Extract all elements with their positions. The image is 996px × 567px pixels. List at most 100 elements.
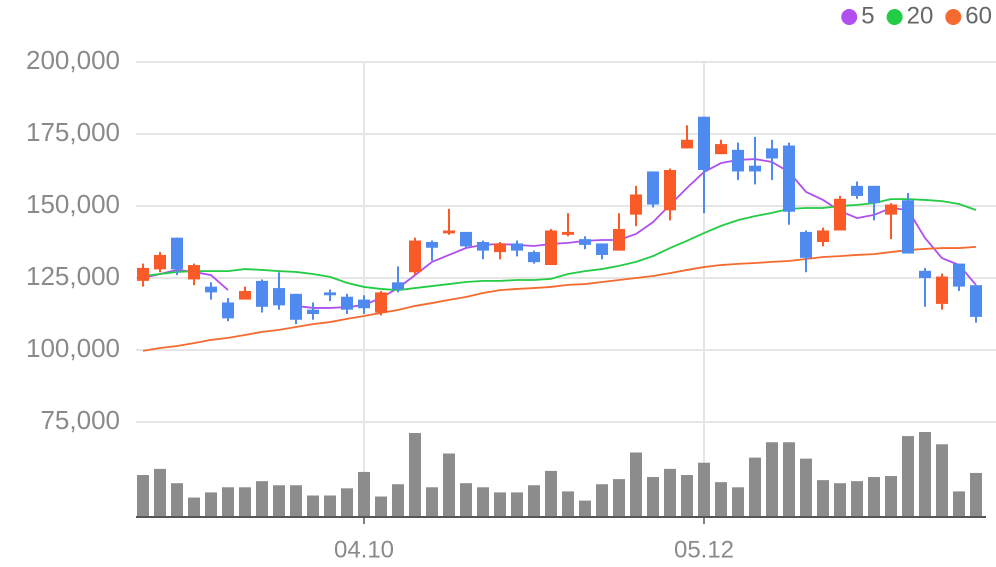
candle-body <box>902 200 914 254</box>
candle-body <box>579 239 591 245</box>
legend-label: 20 <box>907 2 934 29</box>
volume-bar <box>222 487 234 517</box>
y-tick-label: 125,000 <box>26 261 120 291</box>
candle-body <box>375 292 387 313</box>
candle-body <box>494 243 506 253</box>
volume-bar <box>205 492 217 517</box>
volume-bar <box>715 482 727 517</box>
volume-bar <box>681 475 693 517</box>
volume-bar <box>902 436 914 517</box>
candle-body <box>222 302 234 319</box>
candle-body <box>953 263 965 287</box>
volume-bar <box>477 487 489 517</box>
volume-bar <box>460 483 472 517</box>
ma-line <box>142 198 977 291</box>
candle-body <box>868 185 880 204</box>
candle-body <box>324 292 336 296</box>
volume-bar <box>885 476 897 517</box>
volume-bar <box>766 442 778 517</box>
volume-bar <box>545 470 557 517</box>
volume-bar <box>817 480 829 517</box>
candle-body <box>358 299 370 309</box>
volume-bar <box>596 484 608 517</box>
candle-body <box>664 170 676 211</box>
volume-bar <box>868 477 880 517</box>
volume-bar <box>188 497 200 517</box>
volume-bar <box>919 432 931 517</box>
volume-bar <box>936 444 948 517</box>
legend-marker <box>945 9 962 25</box>
volume-bar <box>239 487 251 517</box>
volume-bar <box>698 462 710 517</box>
volume-bar <box>392 484 404 517</box>
volume-bar <box>630 452 642 517</box>
volume-bar <box>426 487 438 517</box>
volume-bar <box>443 453 455 517</box>
volume-bar <box>290 485 302 517</box>
x-tick-label: 05.12 <box>674 536 734 563</box>
volume-bar <box>324 495 336 517</box>
candle-body <box>528 252 540 263</box>
candle-body <box>188 265 200 280</box>
legend-marker <box>886 9 903 25</box>
legend-label: 60 <box>965 2 992 29</box>
volume-bar <box>800 458 812 517</box>
candle-body <box>596 243 608 255</box>
volume-bar <box>851 481 863 517</box>
candle-body <box>834 198 846 231</box>
y-tick-label: 150,000 <box>26 189 120 219</box>
volume-bar <box>171 483 183 517</box>
candle-body <box>137 267 149 281</box>
candle-body <box>817 230 829 242</box>
candle-body <box>171 237 183 270</box>
candle-body <box>630 194 642 215</box>
volume-bar <box>834 483 846 517</box>
volume-bar <box>970 472 982 517</box>
volume-bar <box>154 468 166 517</box>
volume-bar <box>749 457 761 517</box>
candle-body <box>562 231 574 235</box>
candle-body <box>766 148 778 159</box>
volume-bar <box>494 492 506 517</box>
volume-bar <box>341 488 353 517</box>
volume-bar <box>647 477 659 517</box>
volume-bar <box>613 479 625 517</box>
volume-bar <box>137 475 149 517</box>
candle-body <box>783 145 795 212</box>
candle-body <box>154 254 166 270</box>
volume-bar <box>307 495 319 517</box>
volume-bar <box>664 468 676 517</box>
candle-body <box>409 240 421 273</box>
candle-body <box>715 144 727 155</box>
x-tick-label: 04.10 <box>334 536 394 563</box>
y-tick-label: 100,000 <box>26 333 120 363</box>
y-tick-label: 200,000 <box>26 45 120 75</box>
candle-body <box>511 243 523 251</box>
candle-body <box>426 242 438 248</box>
volume-bar <box>783 442 795 517</box>
candle-body <box>698 116 710 170</box>
candle-body <box>273 288 285 306</box>
volume-bar <box>953 491 965 517</box>
volume-bar <box>409 433 421 517</box>
candle-body <box>919 270 931 278</box>
candle-body <box>392 282 404 290</box>
candle-body <box>732 149 744 172</box>
candle-body <box>970 285 982 317</box>
volume-bar <box>579 500 591 517</box>
candle-body <box>239 290 251 300</box>
ma-line <box>142 245 977 352</box>
candle-body <box>290 293 302 320</box>
volume-bar <box>528 485 540 517</box>
volume-bar <box>358 471 370 517</box>
candle-body <box>460 231 472 247</box>
candle-body <box>800 231 812 258</box>
legend-label: 5 <box>861 2 874 29</box>
volume-bar <box>375 496 387 517</box>
candle-body <box>749 165 761 172</box>
candle-body <box>681 139 693 149</box>
candle-body <box>256 280 268 307</box>
candle-body <box>477 242 489 251</box>
candle-body <box>647 171 659 205</box>
